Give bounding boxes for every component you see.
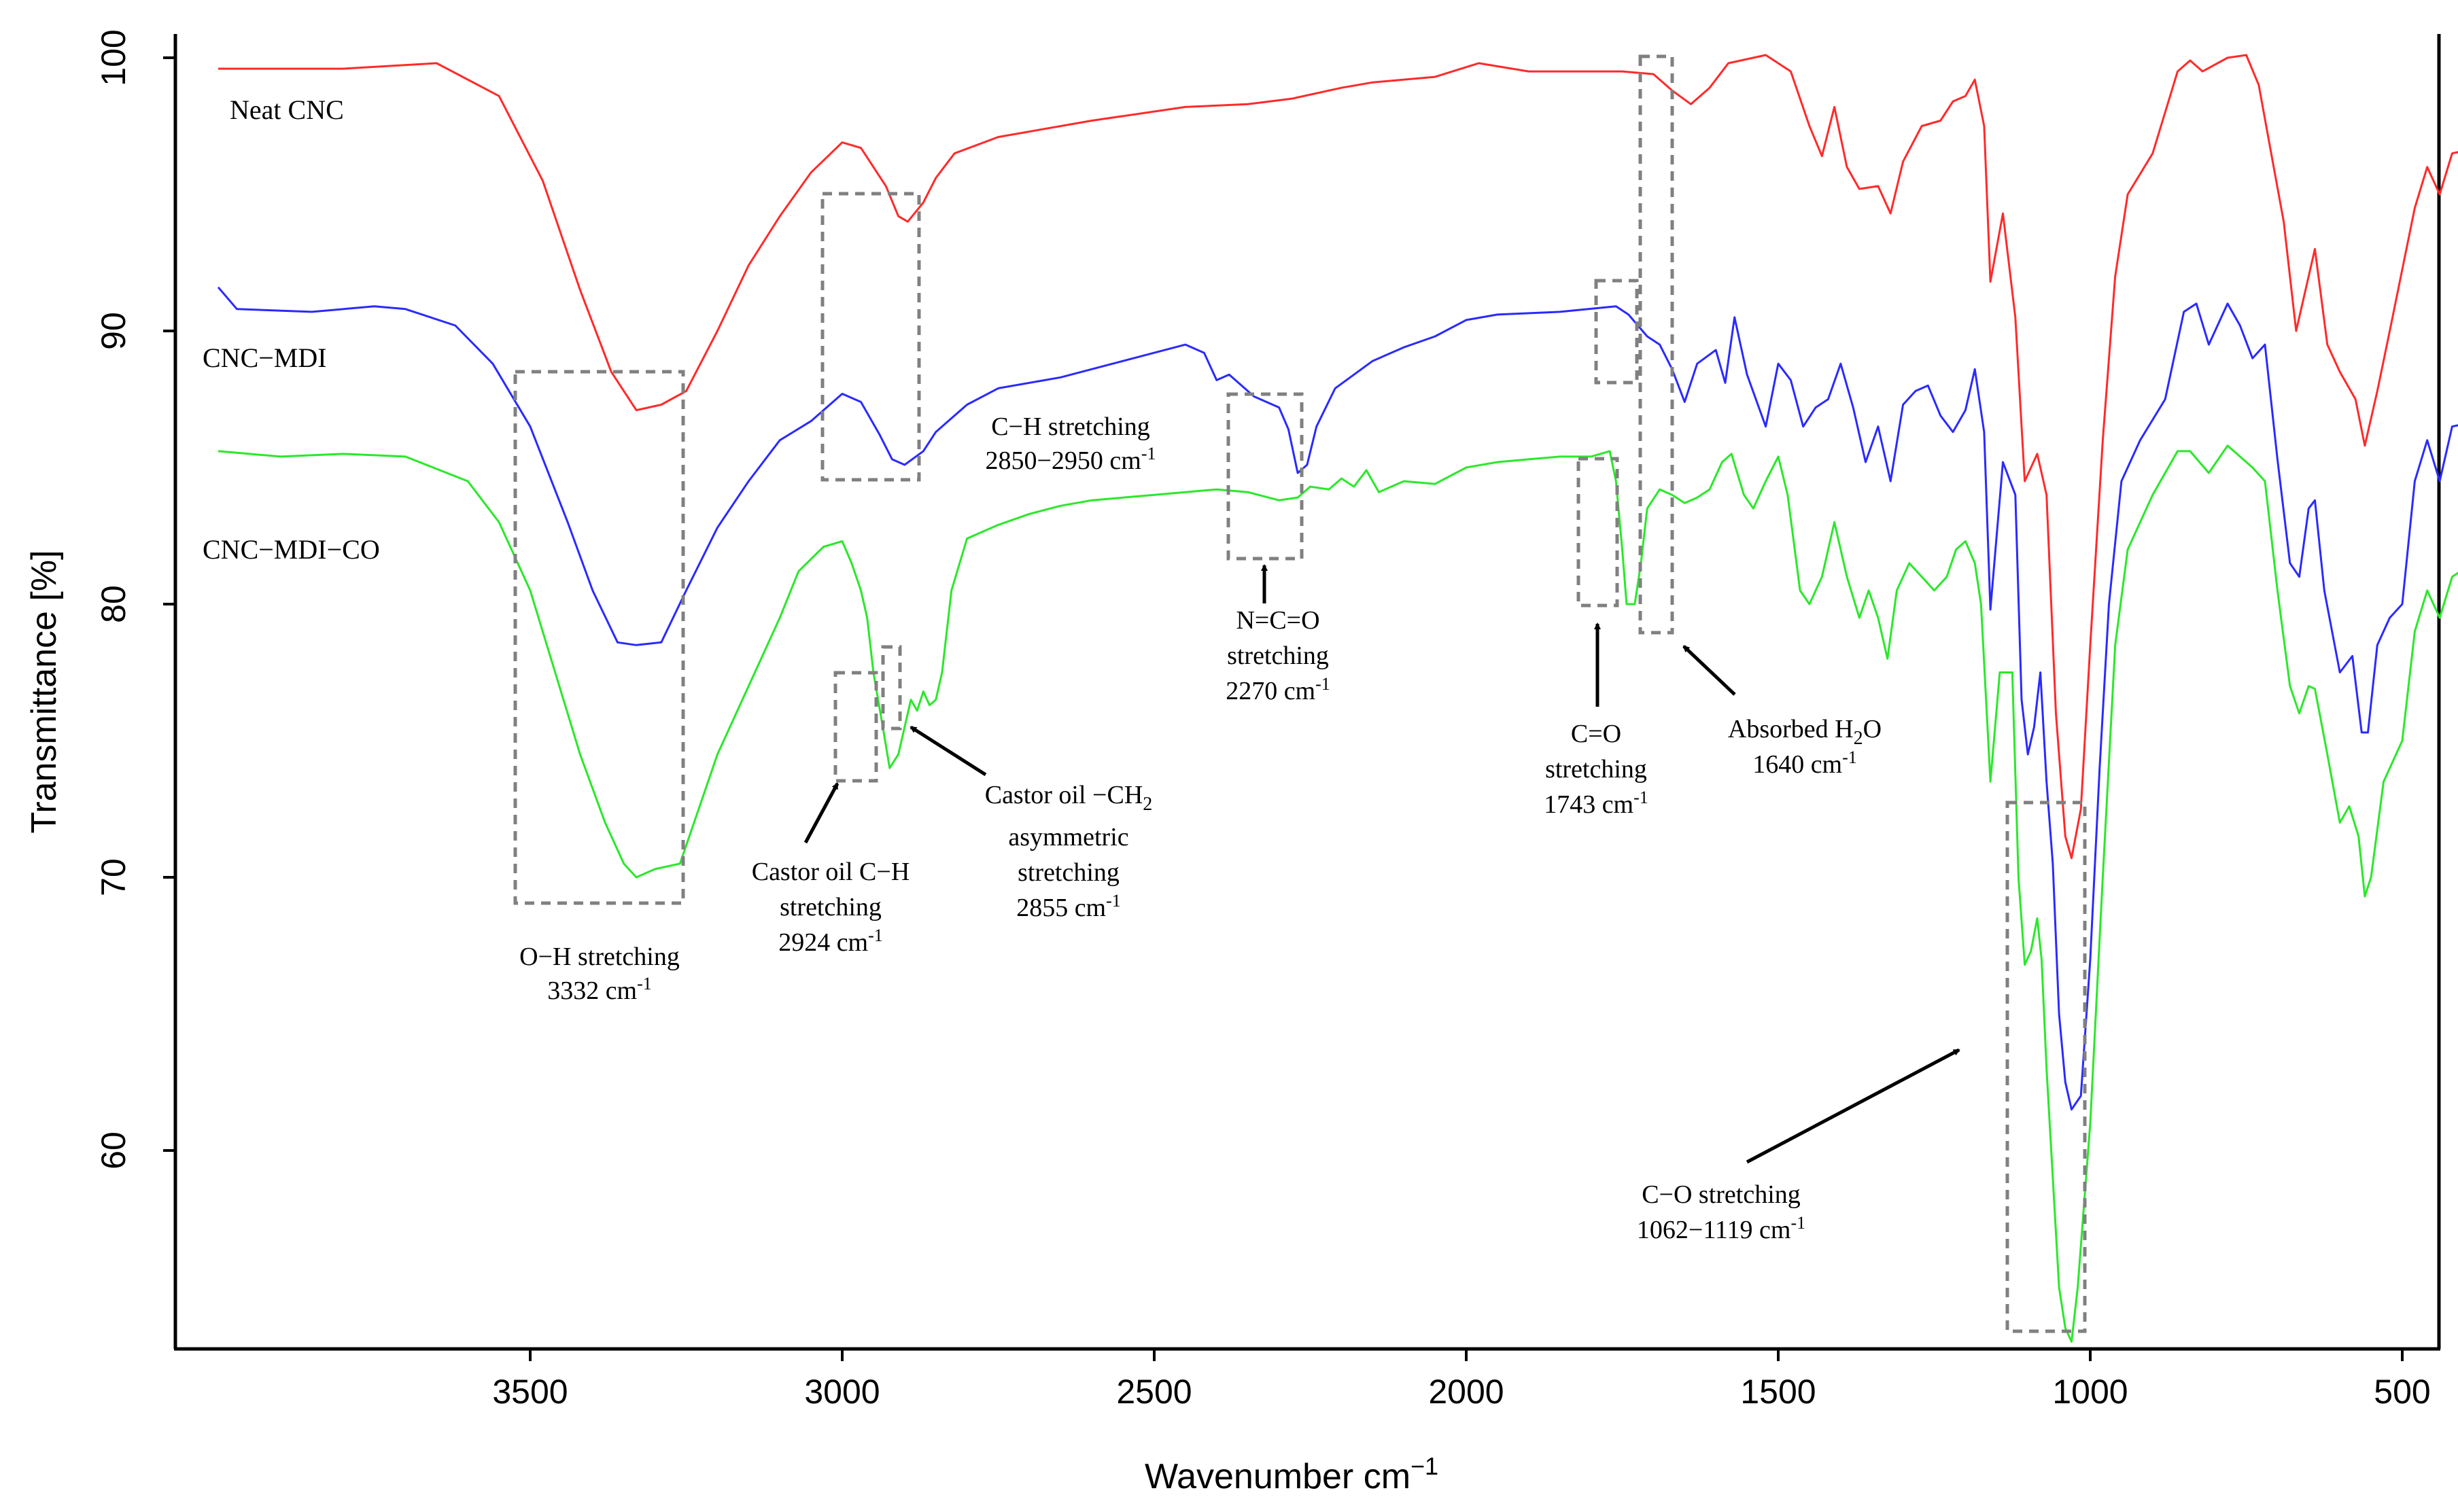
box-castor-ch <box>833 671 878 783</box>
x-axis-title: Wavenumber cm−1 <box>1145 1452 1438 1496</box>
annotation-co-single: C−O stretching 1062−1119 cm-1 <box>1637 1180 1805 1244</box>
highlight-boxes <box>513 54 2087 1333</box>
arrow-castor-ch2 <box>910 725 987 777</box>
label-neat-cnc: Neat CNC <box>230 94 344 125</box>
x-tick-label-3500: 3500 <box>492 1373 568 1411</box>
label-cnc-mdi: CNC−MDI <box>203 342 327 373</box>
annotation-castor-ch2: Castor oil −CH2 asymmetric stretching 2855 … <box>985 781 1153 922</box>
box-oh <box>513 370 685 905</box>
annotation-ch: C−H stretching 2850−2950 cm-1 <box>985 412 1156 475</box>
box-castor-ch2 <box>881 645 902 731</box>
x-tick-label-1000: 1000 <box>2052 1373 2128 1411</box>
y-tick-label-70: 70 <box>94 858 133 896</box>
box-ch <box>820 192 921 482</box>
series-group <box>217 54 2458 1343</box>
series-labels: Neat CNC CNC−MDI CNC−MDI−CO <box>203 94 380 565</box>
arrow-water <box>1682 645 1736 696</box>
plot-frame <box>173 34 2441 1351</box>
arrow-castor-ch <box>803 782 839 844</box>
series-cnc-mdi-co <box>218 444 2458 1343</box>
y-axis-ticks: 60 70 80 90 100 <box>94 29 175 1170</box>
box-co-double <box>1576 457 1619 608</box>
x-tick-label-2500: 2500 <box>1116 1373 1192 1411</box>
x-tick-label-2000: 2000 <box>1428 1373 1504 1411</box>
x-tick-label-500: 500 <box>2374 1373 2430 1411</box>
annotation-castor-ch: Castor oil C−H stretching 2924 cm-1 <box>752 858 910 957</box>
box-co-upper <box>1594 279 1639 385</box>
annotation-oh: O−H stretching 3332 cm-1 <box>519 943 680 1005</box>
box-water <box>1638 54 1674 635</box>
label-cnc-mdi-co: CNC−MDI−CO <box>203 534 380 565</box>
y-tick-label-100: 100 <box>94 29 133 86</box>
annotation-arrows <box>803 564 1960 1164</box>
series-cnc-mdi <box>217 286 2458 1111</box>
y-tick-label-60: 60 <box>94 1131 133 1170</box>
y-tick-label-80: 80 <box>94 585 133 623</box>
arrow-co-single <box>1746 1048 1960 1164</box>
x-axis-ticks: 3500 3000 2500 2000 1500 1000 500 <box>492 1349 2431 1411</box>
y-tick-label-90: 90 <box>94 312 133 350</box>
box-nco <box>1226 392 1304 561</box>
annotations: O−H stretching 3332 cm-1 C−H stretching 285… <box>519 412 1882 1244</box>
annotation-nco: N=C=O stretching 2270 cm-1 <box>1226 606 1330 705</box>
box-co-single <box>2005 801 2087 1333</box>
x-tick-label-3000: 3000 <box>804 1373 880 1411</box>
annotation-water: Absorbed H2O 1640 cm-1 <box>1728 715 1882 779</box>
series-neat-cnc <box>218 54 2458 860</box>
annotation-co-double: C=O stretching 1743 cm-1 <box>1544 720 1648 819</box>
x-tick-label-1500: 1500 <box>1740 1373 1816 1411</box>
y-axis-title: Transmittance [%] <box>24 550 64 833</box>
